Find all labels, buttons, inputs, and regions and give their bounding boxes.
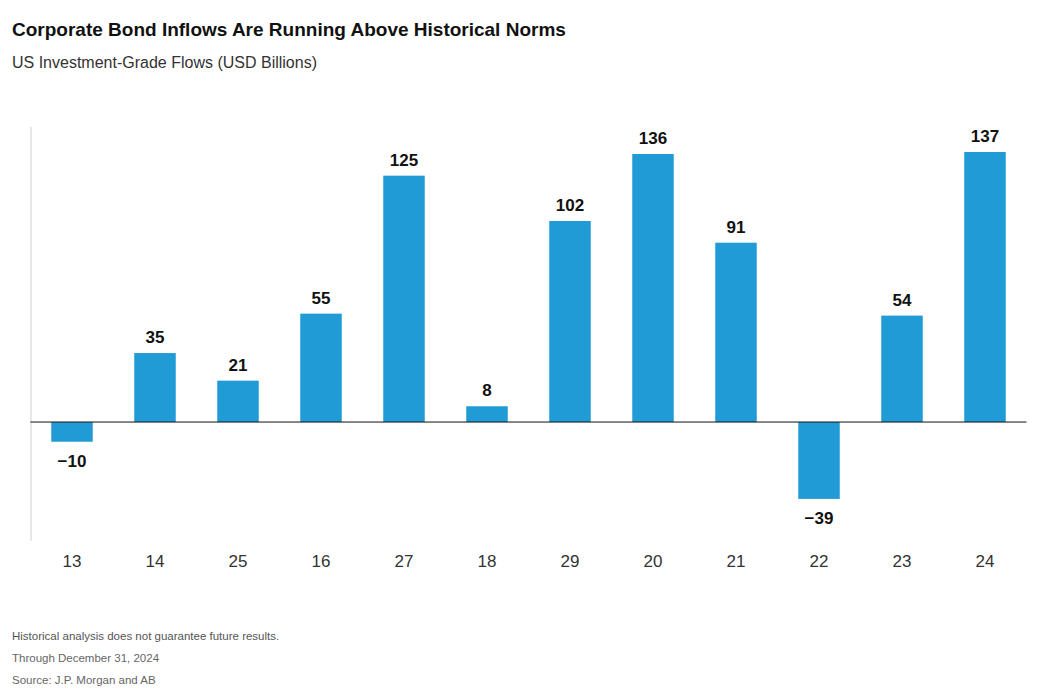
bar — [134, 353, 176, 422]
x-tick-label: 14 — [146, 552, 165, 571]
x-tick: 14 — [146, 540, 165, 571]
x-tick-label: 20 — [644, 552, 663, 571]
data-label: 137 — [971, 127, 999, 146]
data-label: 91 — [727, 218, 746, 237]
x-tick: 16 — [312, 540, 331, 571]
data-label: −39 — [805, 509, 834, 528]
y-axis-line — [31, 127, 32, 541]
bar — [217, 381, 259, 422]
bar — [300, 314, 342, 422]
bar — [715, 243, 757, 422]
chart: Corporate Bond Inflows Are Running Above… — [0, 0, 1046, 700]
bar — [632, 154, 674, 422]
data-label: −10 — [58, 452, 87, 471]
x-tick: 20 — [644, 540, 663, 571]
data-label: 55 — [312, 289, 331, 308]
x-tick: 18 — [478, 540, 497, 571]
x-tick: 24 — [976, 540, 995, 571]
grid-line — [31, 422, 1027, 423]
footnote: Source: J.P. Morgan and AB — [12, 674, 156, 686]
x-tick-label: 25 — [229, 552, 248, 571]
x-tick: 25 — [229, 540, 248, 571]
x-tick: 22 — [810, 540, 829, 571]
data-label: 35 — [146, 328, 165, 347]
bar — [798, 422, 840, 499]
subtitle: US Investment-Grade Flows (USD Billions) — [12, 54, 317, 71]
bar — [881, 316, 923, 422]
bar — [383, 176, 425, 422]
footnote: Historical analysis does not guarantee f… — [12, 630, 279, 642]
footnote: Through December 31, 2024 — [12, 652, 160, 664]
x-tick-label: 13 — [63, 552, 82, 571]
y-axis — [30, 127, 32, 541]
footnotes: Historical analysis does not guarantee f… — [12, 630, 279, 686]
data-label: 136 — [639, 129, 667, 148]
x-tick-label: 21 — [727, 552, 746, 571]
x-tick-label: 18 — [478, 552, 497, 571]
x-tick-label: 29 — [561, 552, 580, 571]
title: Corporate Bond Inflows Are Running Above… — [12, 19, 566, 40]
data-label: 8 — [482, 381, 491, 400]
x-tick-label: 27 — [395, 552, 414, 571]
grid — [31, 422, 1027, 423]
bar — [549, 221, 591, 422]
bar — [51, 422, 93, 442]
x-tick: 29 — [561, 540, 580, 571]
x-tick-label: 22 — [810, 552, 829, 571]
data-label: 102 — [556, 196, 584, 215]
bars — [51, 152, 1006, 499]
x-tick-label: 16 — [312, 552, 331, 571]
x-tick-label: 24 — [976, 552, 995, 571]
x-tick-label: 23 — [893, 552, 912, 571]
x-axis: 13 14 25 16 27 18 29 20 21 22 23 24 — [63, 540, 995, 571]
data-label: 54 — [893, 291, 912, 310]
bar — [964, 152, 1006, 422]
data-labels: −10 35 21 55 125 8 102 136 91 −39 54 137 — [58, 127, 1000, 528]
data-label: 21 — [229, 356, 248, 375]
x-tick: 13 — [63, 540, 82, 571]
x-tick: 27 — [395, 540, 414, 571]
data-label: 125 — [390, 151, 418, 170]
x-tick: 21 — [727, 540, 746, 571]
x-tick: 23 — [893, 540, 912, 571]
bar — [466, 406, 508, 422]
